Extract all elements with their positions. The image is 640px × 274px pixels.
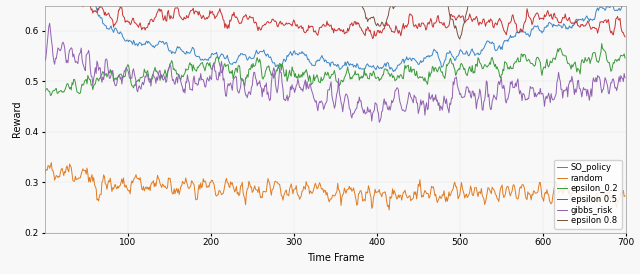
SO_policy (621, 2, 629, 5)
epsilon 0.5 (184, 16, 191, 19)
epsilon 0.5 (369, 37, 376, 40)
random (424, 192, 431, 195)
Line: gibbs_risk: gibbs_risk (45, 23, 625, 122)
epsilon 0.5 (621, 35, 629, 38)
gibbs_risk (225, 84, 233, 87)
random (494, 198, 502, 201)
epsilon 0.5 (225, 27, 233, 30)
SO_policy (424, 55, 431, 58)
random (225, 185, 233, 188)
epsilon 0.8 (456, 38, 463, 41)
Legend: SO_policy, random, epsilon_0.2, epsilon 0.5, gibbs_risk, epsilon 0.8: SO_policy, random, epsilon_0.2, epsilon … (554, 160, 621, 229)
epsilon_0.2 (225, 69, 233, 73)
random (385, 208, 393, 212)
gibbs_risk (376, 121, 383, 124)
SO_policy (390, 70, 397, 73)
SO_policy (205, 56, 213, 60)
gibbs_risk (494, 82, 502, 85)
gibbs_risk (621, 76, 629, 79)
random (184, 183, 191, 187)
epsilon_0.2 (41, 90, 49, 93)
epsilon_0.2 (621, 56, 629, 60)
Line: SO_policy: SO_policy (45, 0, 625, 72)
SO_policy (184, 51, 191, 55)
Line: epsilon 0.8: epsilon 0.8 (45, 0, 625, 39)
random (621, 194, 629, 198)
gibbs_risk (205, 79, 213, 83)
Line: epsilon 0.5: epsilon 0.5 (45, 0, 625, 39)
X-axis label: Time Frame: Time Frame (307, 253, 364, 263)
Line: random: random (45, 162, 625, 210)
SO_policy (566, 24, 573, 27)
epsilon 0.5 (566, 16, 573, 19)
gibbs_risk (184, 73, 191, 76)
random (47, 161, 55, 164)
gibbs_risk (424, 108, 431, 112)
epsilon_0.2 (598, 42, 605, 45)
epsilon_0.2 (564, 62, 572, 65)
random (566, 189, 573, 192)
epsilon_0.2 (423, 80, 431, 83)
epsilon_0.2 (47, 94, 54, 97)
epsilon 0.5 (424, 23, 431, 26)
Line: epsilon_0.2: epsilon_0.2 (45, 44, 625, 96)
gibbs_risk (566, 81, 573, 84)
epsilon 0.5 (205, 15, 213, 19)
epsilon_0.2 (493, 65, 501, 68)
SO_policy (494, 47, 502, 50)
epsilon 0.5 (494, 20, 502, 23)
gibbs_risk (46, 22, 54, 25)
random (41, 173, 49, 176)
Y-axis label: Reward: Reward (12, 101, 22, 138)
SO_policy (225, 60, 233, 63)
epsilon_0.2 (205, 64, 213, 68)
gibbs_risk (41, 55, 49, 58)
epsilon_0.2 (184, 68, 191, 71)
random (205, 185, 213, 189)
